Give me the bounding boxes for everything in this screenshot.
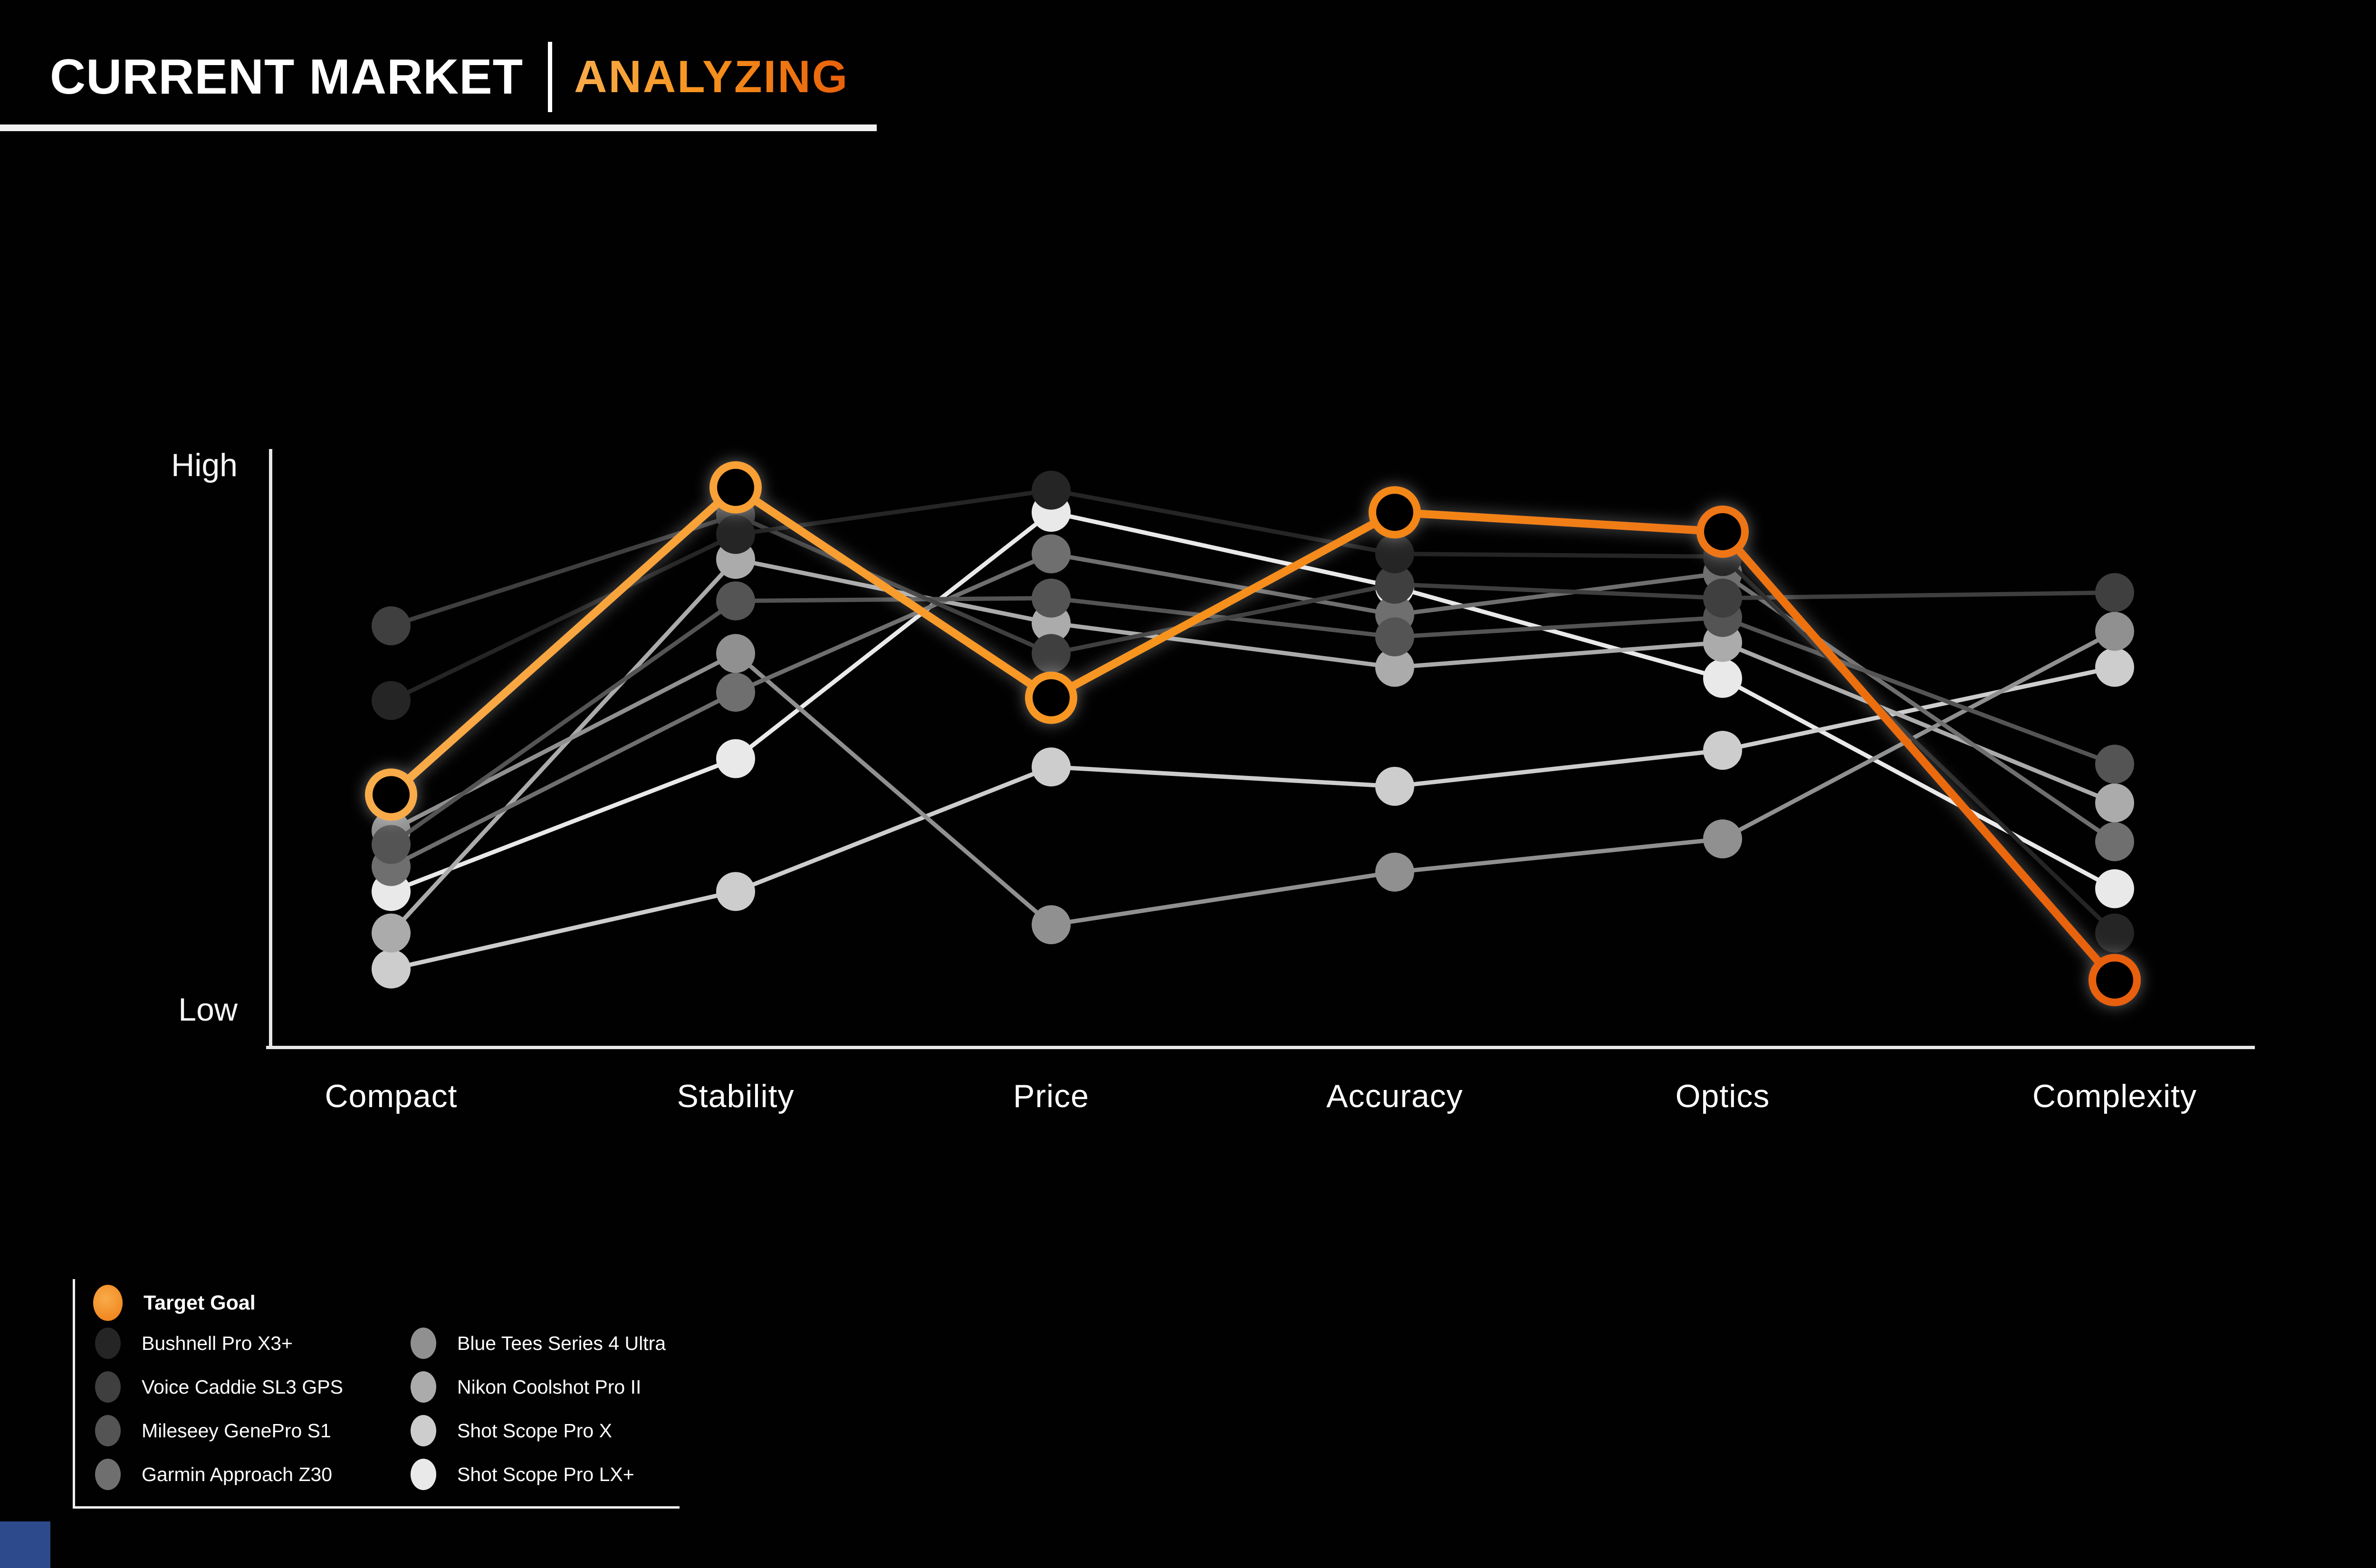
- legend-swatch-voice-caddie-sl3-gps: [95, 1371, 121, 1403]
- data-point-voice-caddie-sl3-gps-complexity: [2095, 573, 2134, 612]
- data-point-garmin-approach-z30-price: [1032, 534, 1071, 574]
- x-axis-label-optics: Optics: [1675, 1078, 1770, 1114]
- data-point-shot-scope-pro-lx-complexity: [2095, 869, 2134, 908]
- data-point-blue-tees-series-4-ultra-accuracy: [1375, 852, 1414, 892]
- target-ring-marker-accuracy: [1369, 486, 1421, 539]
- data-point-blue-tees-series-4-ultra-complexity: [2095, 612, 2134, 651]
- series-shot-scope-pro-x: [372, 648, 2134, 989]
- page-header: CURRENT MARKET ANALYZING: [50, 42, 849, 112]
- legend-swatch-garmin-approach-z30: [95, 1459, 121, 1490]
- target-ring-marker-compact: [365, 768, 417, 821]
- data-point-bushnell-pro-x3-accuracy: [1375, 534, 1414, 574]
- series-line-target-goal: [388, 483, 2118, 983]
- legend-item-blue-tees-series-4-ultra: Blue Tees Series 4 Ultra: [411, 1328, 666, 1359]
- data-point-shot-scope-pro-x-compact: [372, 949, 411, 989]
- data-point-voice-caddie-sl3-gps-compact: [372, 606, 411, 646]
- data-point-mileseey-genepro-s1-complexity: [2095, 745, 2134, 784]
- legend-item-voice-caddie-sl3-gps: Voice Caddie SL3 GPS: [95, 1371, 343, 1403]
- data-point-voice-caddie-sl3-gps-price: [1032, 634, 1071, 673]
- data-point-mileseey-genepro-s1-price: [1032, 578, 1071, 618]
- data-point-garmin-approach-z30-complexity: [2095, 822, 2134, 861]
- series-line-garmin-approach-z30: [390, 551, 2116, 869]
- data-point-mileseey-genepro-s1-stability: [716, 581, 755, 621]
- legend-label-shot-scope-pro-lx: Shot Scope Pro LX+: [457, 1463, 634, 1485]
- data-point-shot-scope-pro-lx-stability: [716, 739, 755, 778]
- legend-swatch-blue-tees-series-4-ultra: [411, 1328, 436, 1359]
- x-axis-label-price: Price: [1013, 1078, 1089, 1114]
- series-line-shot-scope-pro-x: [391, 665, 2115, 971]
- data-point-shot-scope-pro-x-stability: [716, 872, 755, 911]
- legend-swatch-bushnell-pro-x3: [95, 1328, 121, 1359]
- data-point-blue-tees-series-4-ultra-stability: [716, 634, 755, 673]
- data-point-shot-scope-pro-x-complexity: [2095, 648, 2134, 687]
- page-title: CURRENT MARKET: [50, 49, 524, 105]
- data-point-blue-tees-series-4-ultra-price: [1032, 905, 1071, 945]
- legend-swatch-shot-scope-pro-x: [411, 1415, 436, 1446]
- data-point-nikon-coolshot-pro-ii-complexity: [2095, 783, 2134, 822]
- x-axis-label-compact: Compact: [325, 1078, 458, 1114]
- legend-swatch-target-goal: [93, 1285, 123, 1321]
- target-ring-marker-stability: [709, 461, 762, 514]
- x-axis-label-stability: Stability: [677, 1078, 795, 1114]
- data-point-bushnell-pro-x3-price: [1032, 470, 1071, 510]
- y-axis-line: [269, 449, 272, 1049]
- series-line-nikon-coolshot-pro-ii: [389, 557, 2116, 935]
- series-bushnell-pro-x3: [372, 470, 2134, 953]
- legend-label-voice-caddie-sl3-gps: Voice Caddie SL3 GPS: [142, 1376, 343, 1398]
- data-point-bushnell-pro-x3-compact: [372, 681, 411, 720]
- legend-label-blue-tees-series-4-ultra: Blue Tees Series 4 Ultra: [457, 1332, 666, 1354]
- legend-label-shot-scope-pro-x: Shot Scope Pro X: [457, 1419, 612, 1442]
- chart-legend: Target Goal Bushnell Pro X3+ Voice Caddie …: [73, 1279, 680, 1509]
- series-line-blue-tees-series-4-ultra: [390, 629, 2116, 927]
- data-point-shot-scope-pro-x-price: [1032, 747, 1071, 787]
- legend-label-bushnell-pro-x3: Bushnell Pro X3+: [142, 1332, 293, 1354]
- series-line-voice-caddie-sl3-gps: [390, 513, 2115, 656]
- legend-item-mileseey-genepro-s1: Mileseey GenePro S1: [95, 1415, 331, 1446]
- page-title-accent: ANALYZING: [574, 51, 849, 102]
- y-axis-low-label: Low: [178, 992, 238, 1028]
- series-nikon-coolshot-pro-ii: [372, 540, 2134, 953]
- legend-swatch-mileseey-genepro-s1: [95, 1415, 121, 1446]
- title-underline: [0, 124, 877, 131]
- legend-label-target-goal: Target Goal: [144, 1291, 256, 1314]
- legend-item-nikon-coolshot-pro-ii: Nikon Coolshot Pro II: [411, 1371, 641, 1403]
- data-point-voice-caddie-sl3-gps-optics: [1703, 578, 1742, 618]
- series-target-goal: [365, 461, 2141, 1006]
- legend-label-nikon-coolshot-pro-ii: Nikon Coolshot Pro II: [457, 1376, 642, 1398]
- x-axis-line: [266, 1046, 2255, 1049]
- legend-label-garmin-approach-z30: Garmin Approach Z30: [142, 1463, 333, 1485]
- data-point-mileseey-genepro-s1-accuracy: [1375, 617, 1414, 657]
- legend-item-shot-scope-pro-x: Shot Scope Pro X: [411, 1415, 612, 1446]
- data-point-shot-scope-pro-x-optics: [1703, 731, 1742, 770]
- target-ring-marker-price: [1025, 671, 1077, 724]
- data-point-shot-scope-pro-lx-optics: [1703, 659, 1742, 698]
- x-axis-label-accuracy: Accuracy: [1326, 1078, 1463, 1114]
- legend-item-target-goal: Target Goal: [93, 1285, 256, 1321]
- target-ring-marker-complexity: [2089, 954, 2141, 1006]
- data-point-nikon-coolshot-pro-ii-accuracy: [1375, 648, 1414, 687]
- x-axis-label-complexity: Complexity: [2032, 1078, 2197, 1114]
- series-line-shot-scope-pro-lx: [390, 510, 2116, 894]
- series-line-bushnell-pro-x3: [390, 488, 2117, 935]
- legend-item-bushnell-pro-x3: Bushnell Pro X3+: [95, 1328, 293, 1359]
- legend-item-shot-scope-pro-lx: Shot Scope Pro LX+: [411, 1459, 634, 1490]
- data-point-bushnell-pro-x3-complexity: [2095, 913, 2134, 953]
- legend-item-garmin-approach-z30: Garmin Approach Z30: [95, 1459, 332, 1490]
- data-point-nikon-coolshot-pro-ii-compact: [372, 913, 411, 953]
- data-point-bushnell-pro-x3-stability: [716, 515, 755, 554]
- data-point-garmin-approach-z30-stability: [716, 672, 755, 712]
- title-divider-bar: [548, 42, 553, 112]
- legend-label-mileseey-genepro-s1: Mileseey GenePro S1: [142, 1419, 331, 1442]
- data-point-blue-tees-series-4-ultra-optics: [1703, 819, 1742, 859]
- legend-swatch-nikon-coolshot-pro-ii: [411, 1371, 436, 1403]
- y-axis-high-label: High: [171, 447, 238, 483]
- corner-accent-chip: [0, 1521, 50, 1568]
- data-point-shot-scope-pro-x-accuracy: [1375, 766, 1414, 806]
- data-point-voice-caddie-sl3-gps-accuracy: [1375, 564, 1414, 604]
- target-ring-marker-optics: [1696, 505, 1749, 558]
- legend-swatch-shot-scope-pro-lx: [411, 1459, 436, 1490]
- data-point-mileseey-genepro-s1-compact: [372, 825, 411, 864]
